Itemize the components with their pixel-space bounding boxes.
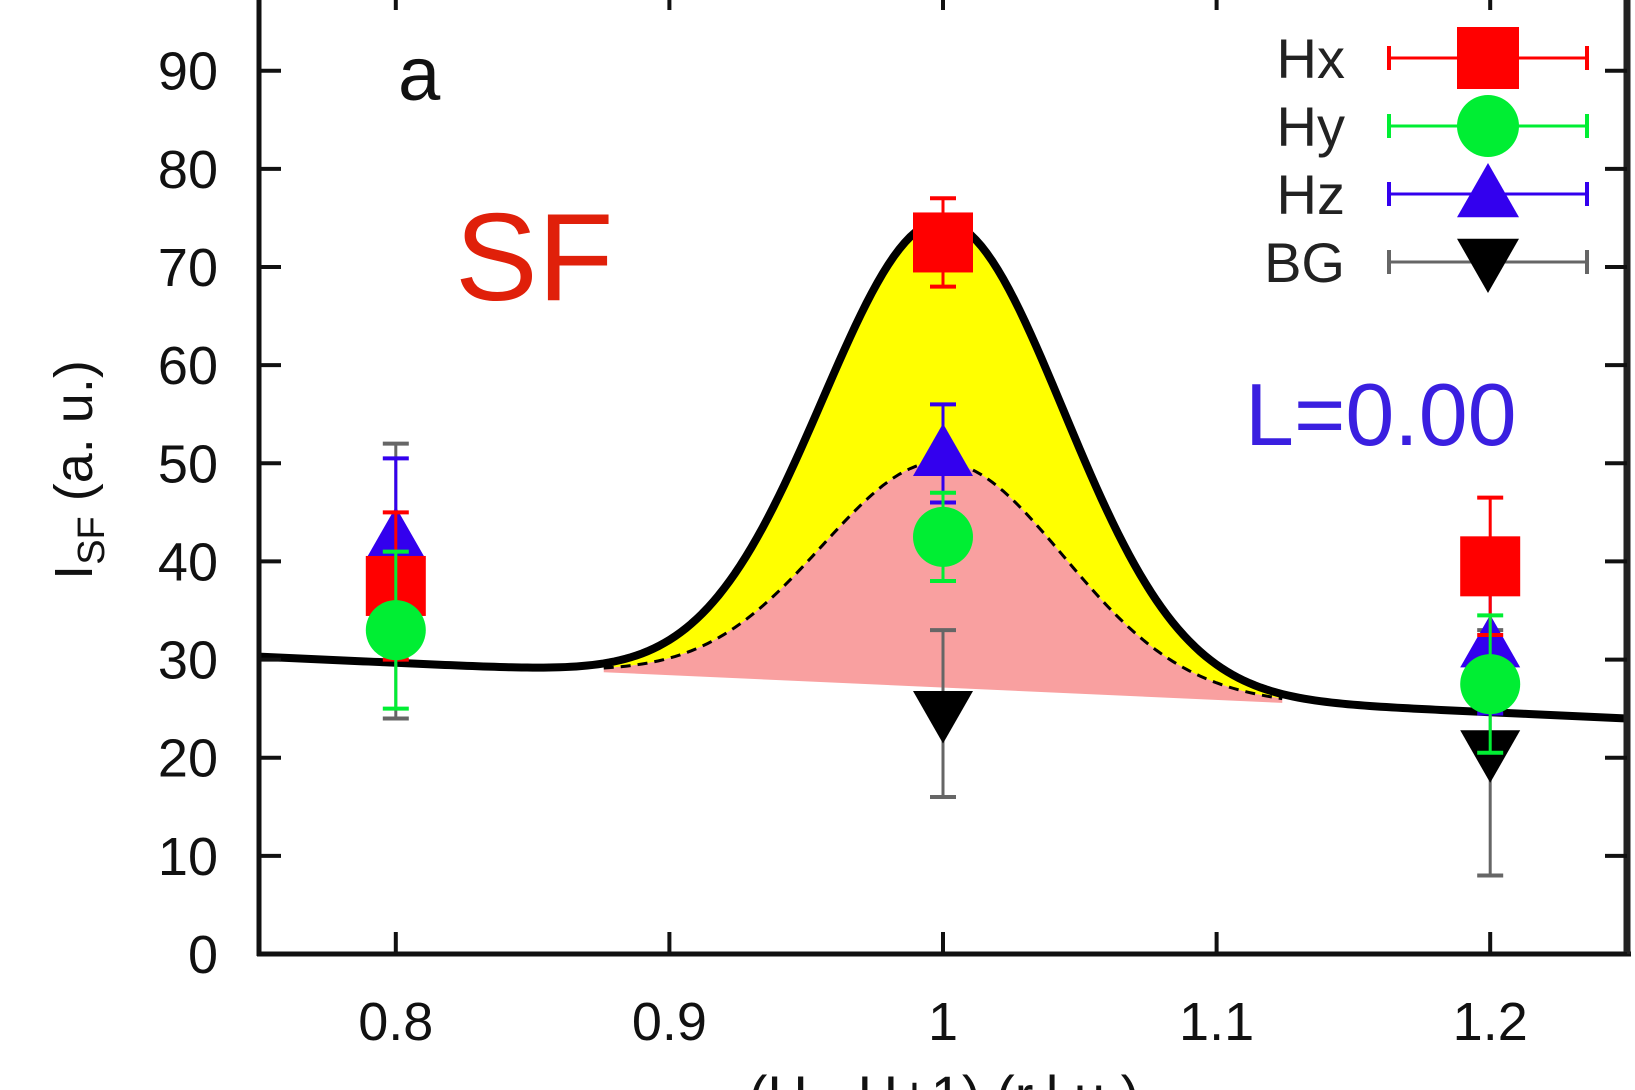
marker-bg: [913, 691, 973, 744]
y-tick-label: 40: [158, 532, 218, 592]
panel-label: a: [398, 32, 441, 117]
x-tick-label: 1.1: [1179, 992, 1254, 1052]
y-tick-label: 80: [158, 140, 218, 200]
y-tick-label: 20: [158, 729, 218, 789]
x-tick-label: 1.2: [1453, 992, 1528, 1052]
legend-marker-hz: [1457, 163, 1519, 218]
data-points: [365, 196, 1521, 878]
marker-hy: [1460, 654, 1521, 715]
marker-hy: [913, 506, 973, 567]
legend-marker-bg: [1457, 238, 1519, 293]
x-tick-label: 1: [928, 992, 958, 1052]
y-axis-label: ISF (a. u.): [44, 360, 113, 580]
y-tick-label: 30: [158, 631, 218, 691]
marker-hx: [1460, 536, 1521, 597]
legend-marker-hy: [1457, 95, 1519, 157]
y-tick-label: 0: [188, 925, 218, 985]
marker-hz: [913, 423, 973, 476]
y-tick-label: 50: [158, 434, 218, 494]
legend-marker-hx: [1457, 27, 1519, 89]
legend-label-hx: Hx: [1277, 27, 1345, 90]
legend-label-bg: BG: [1264, 231, 1345, 294]
marker-hy: [365, 600, 426, 661]
marker-hx: [913, 212, 973, 273]
y-tick-label: 90: [158, 42, 218, 102]
tick-labels: 0.8 0.9 1 1.1 1.2 0 10 20 30 40 50 60 70 80 90: [158, 42, 1528, 1052]
chart-title: SF: [455, 189, 613, 327]
x-tick-label: 0.9: [632, 992, 707, 1052]
marker-bg: [1460, 730, 1521, 783]
legend-label-hy: Hy: [1277, 95, 1345, 158]
x-tick-label: 0.8: [358, 992, 433, 1052]
y-tick-label: 70: [158, 238, 218, 298]
y-tick-label: 60: [158, 336, 218, 396]
annotation-L: L=0.00: [1245, 365, 1517, 464]
legend-label-hz: Hz: [1277, 163, 1345, 226]
x-axis-label: (H, -H+1) (r.l.u.): [749, 1064, 1139, 1090]
axes: [256, 0, 1631, 957]
y-tick-label: 10: [158, 827, 218, 887]
